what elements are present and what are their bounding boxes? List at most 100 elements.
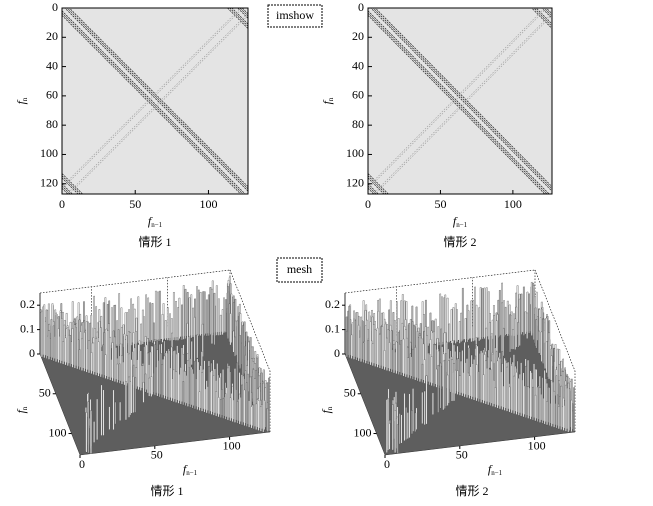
mesh-spike: [151, 346, 154, 395]
box-edge: [344, 269, 536, 294]
mesh-spike: [203, 291, 206, 337]
mesh-spike: [114, 401, 117, 425]
mesh-spike: [407, 357, 409, 379]
mesh-spike: [487, 356, 490, 406]
x-tick-label: 0: [79, 457, 85, 471]
y-tick-label: 100: [346, 146, 364, 160]
mesh-spike: [503, 357, 506, 411]
mesh-spike: [477, 371, 480, 403]
mesh-spike: [229, 313, 232, 346]
mesh-spike: [518, 298, 521, 347]
mesh-spike: [157, 291, 159, 342]
mesh-spike: [504, 306, 507, 336]
axis-label-subscript: n: [21, 406, 29, 410]
mesh-spike: [348, 305, 351, 359]
mesh-spike: [190, 294, 193, 339]
axis-label-subscript: n−1: [186, 469, 197, 477]
mesh-spike: [182, 285, 185, 340]
mesh-spike: [123, 333, 126, 386]
mesh-spike: [201, 323, 204, 357]
mesh-spike: [514, 318, 517, 350]
mesh-spike: [550, 380, 553, 427]
mesh-spike: [433, 344, 435, 387]
mesh-spike: [386, 337, 388, 371]
mesh-spike: [425, 375, 428, 425]
mesh-spike: [400, 414, 403, 444]
mesh-spike: [524, 311, 527, 335]
z-tick-label: 0: [334, 346, 340, 360]
mesh-spike: [536, 386, 539, 423]
mesh-spike: [510, 364, 513, 414]
mesh-spike: [239, 335, 241, 370]
x-tick-label: 0: [59, 197, 65, 211]
mesh-spike: [562, 397, 565, 431]
label-box: [267, 4, 323, 28]
mesh-spike: [112, 389, 115, 431]
x-tick-label: 0: [384, 457, 390, 471]
mesh-spike: [208, 366, 210, 415]
y-tick-label: 120: [346, 175, 364, 189]
mesh-spike: [350, 334, 353, 359]
mesh-spike: [557, 406, 560, 430]
y-tick-label: 0: [52, 0, 58, 14]
mesh-spike: [535, 319, 538, 349]
mesh-spike: [236, 401, 239, 424]
mesh-spike: [150, 376, 153, 397]
mesh-spike: [215, 285, 218, 336]
mesh-spike: [125, 335, 128, 387]
mesh-spike: [172, 369, 175, 403]
mesh-spike: [48, 330, 50, 360]
image-band: [62, 10, 246, 194]
mesh-spike: [346, 330, 348, 358]
mesh-spike: [402, 338, 405, 377]
mesh-spike: [154, 344, 156, 396]
box-edge: [39, 269, 231, 294]
mesh-spike: [100, 384, 103, 436]
image-band: [62, 8, 244, 190]
mesh-spike: [189, 358, 192, 408]
mesh-spike: [398, 413, 401, 445]
mesh-spike: [155, 290, 157, 342]
mesh-spike: [435, 368, 438, 388]
mesh-spike: [210, 370, 213, 415]
mesh-spike: [396, 424, 399, 454]
mesh-spike: [85, 321, 88, 373]
image-pattern: [368, 8, 552, 194]
mesh-spike: [252, 404, 255, 430]
caption: 情形 1: [138, 235, 171, 249]
mesh-spike: [236, 320, 239, 364]
image-band: [64, 8, 248, 192]
mesh-spike: [463, 341, 466, 398]
y-tick-label: 100: [48, 425, 66, 439]
mesh-spike: [156, 349, 159, 397]
mesh-spike: [190, 340, 193, 366]
mesh-spike: [108, 406, 111, 430]
mesh-spike: [92, 342, 95, 375]
mesh-spike: [181, 304, 183, 341]
mesh-spike: [245, 382, 248, 427]
mesh-spike: [570, 399, 573, 432]
mesh-spike: [397, 331, 400, 375]
mesh-spike: [442, 360, 445, 411]
mesh-spike: [432, 392, 434, 415]
mesh-spike: [173, 291, 175, 341]
mesh-spike: [548, 332, 550, 380]
mesh-spike: [71, 328, 74, 368]
x-tick-label: 100: [223, 439, 241, 453]
mesh-spike: [459, 375, 461, 396]
mesh-spike: [406, 412, 409, 440]
label-box: [276, 257, 323, 283]
mesh-spike: [395, 341, 398, 375]
mesh-spike: [357, 324, 360, 362]
mesh-spike: [121, 355, 123, 385]
mesh-spike: [515, 371, 518, 415]
panel-label: imshow: [276, 8, 314, 22]
y-tick-label: 40: [46, 58, 58, 72]
x-tick-label: 100: [504, 197, 522, 211]
axes-frame: [61, 7, 249, 195]
mesh-spike: [496, 360, 499, 409]
mesh-spike: [405, 406, 408, 441]
mesh-spike: [199, 291, 202, 337]
mesh-spike: [158, 343, 161, 398]
image-band: [374, 8, 552, 187]
